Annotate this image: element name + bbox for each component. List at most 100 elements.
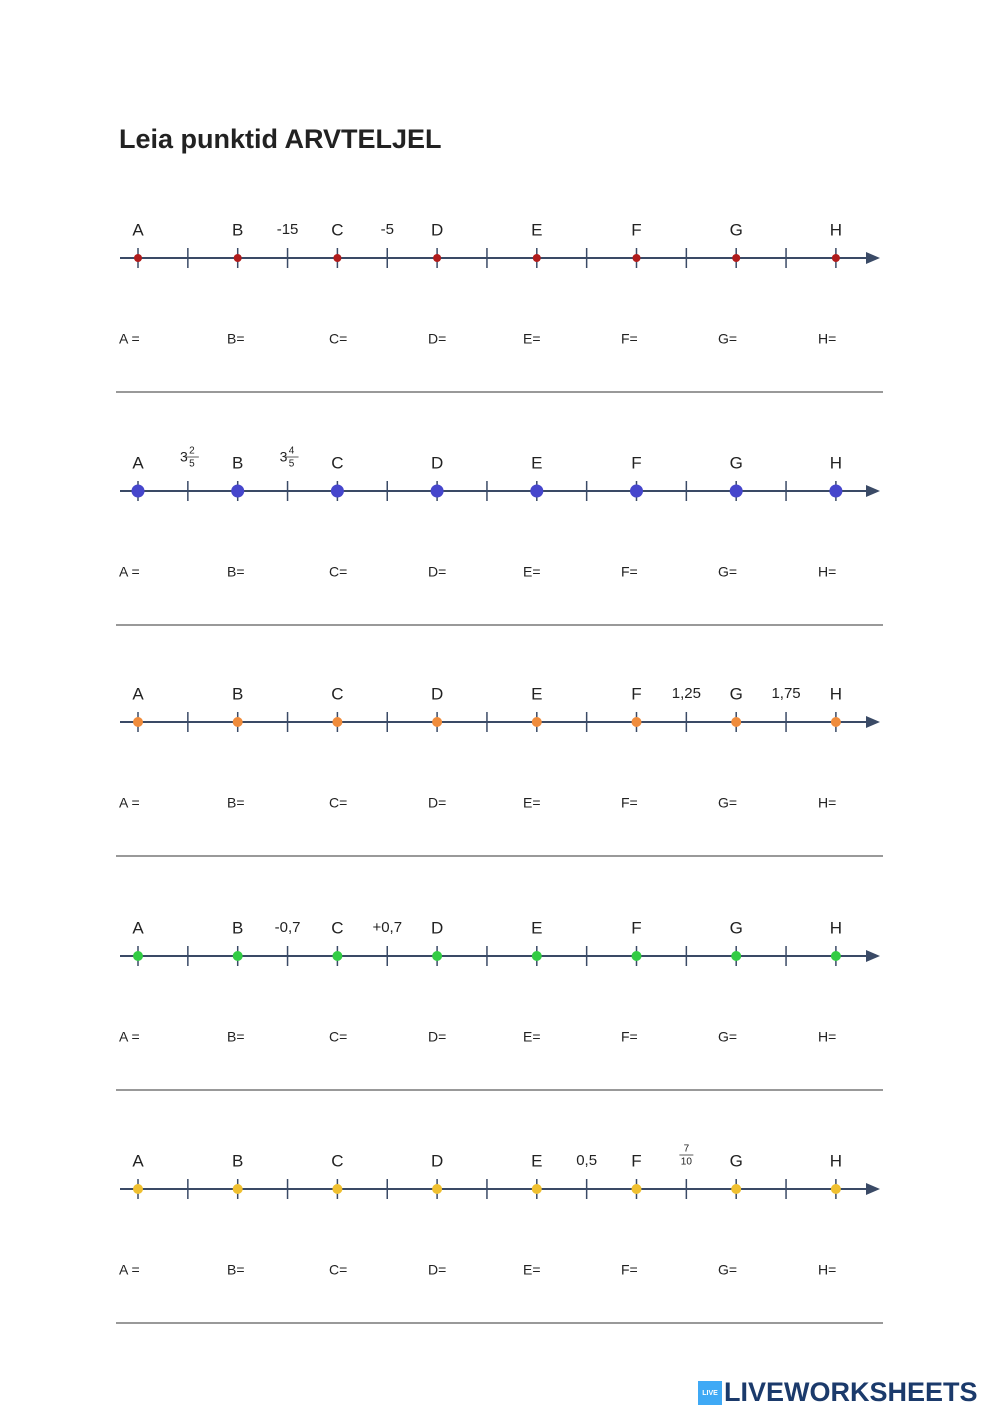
answer-label: E= bbox=[523, 331, 541, 347]
answer-label: B= bbox=[227, 564, 245, 580]
point-label: D bbox=[431, 453, 443, 472]
point-label: B bbox=[232, 220, 243, 239]
answer-label: A = bbox=[119, 1029, 140, 1045]
point bbox=[332, 951, 343, 961]
answer-label: H= bbox=[818, 1262, 836, 1278]
hint-den: 5 bbox=[189, 459, 195, 470]
point-label: G bbox=[730, 684, 743, 703]
point bbox=[631, 1184, 642, 1194]
point-label: A bbox=[132, 918, 144, 937]
answer-label: D= bbox=[428, 795, 446, 811]
logo-badge-text: LIVE bbox=[702, 1390, 718, 1397]
answer-label: E= bbox=[523, 1262, 541, 1278]
answer-label: B= bbox=[227, 1029, 245, 1045]
point bbox=[531, 717, 542, 727]
hint-den: 10 bbox=[681, 1157, 693, 1168]
point bbox=[133, 717, 143, 727]
point-label: B bbox=[232, 1151, 243, 1170]
answer-label: D= bbox=[428, 1029, 446, 1045]
point-label: H bbox=[830, 220, 842, 239]
point-label: C bbox=[331, 918, 343, 937]
answer-label: E= bbox=[523, 1029, 541, 1045]
axis-arrow bbox=[866, 485, 880, 497]
answer-label: F= bbox=[621, 1262, 638, 1278]
axis-arrow bbox=[866, 252, 880, 264]
point-label: E bbox=[531, 1151, 542, 1170]
point-label: G bbox=[730, 918, 743, 937]
hint-label: -15 bbox=[277, 221, 299, 238]
point-label: H bbox=[830, 1151, 842, 1170]
point bbox=[731, 717, 742, 727]
title: Leia punktid ARVTELJEL bbox=[119, 124, 442, 154]
hint-label: 0,5 bbox=[576, 1152, 597, 1169]
hint-den: 5 bbox=[289, 459, 295, 470]
point bbox=[731, 951, 742, 961]
point bbox=[232, 1184, 243, 1194]
answer-label: C= bbox=[329, 331, 347, 347]
answer-label: A = bbox=[119, 564, 140, 580]
answer-label: A = bbox=[119, 331, 140, 347]
answer-label: C= bbox=[329, 564, 347, 580]
point bbox=[530, 484, 544, 498]
point bbox=[632, 254, 641, 262]
point-label: E bbox=[531, 453, 542, 472]
hint-num: 7 bbox=[684, 1144, 690, 1155]
answer-label: C= bbox=[329, 795, 347, 811]
hint-num: 2 bbox=[189, 446, 195, 457]
point-label: B bbox=[232, 453, 243, 472]
hint-label: 1,25 bbox=[672, 685, 701, 702]
hint-whole: 3 bbox=[180, 449, 188, 465]
point-label: H bbox=[830, 918, 842, 937]
point-label: C bbox=[331, 453, 343, 472]
point bbox=[731, 1184, 742, 1194]
point bbox=[333, 254, 342, 262]
point bbox=[831, 254, 840, 262]
point-label: C bbox=[331, 1151, 343, 1170]
hint-label: +0,7 bbox=[372, 919, 402, 936]
answer-label: B= bbox=[227, 331, 245, 347]
hint-label: -0,7 bbox=[275, 919, 301, 936]
point bbox=[430, 484, 444, 498]
point-label: B bbox=[232, 684, 243, 703]
answer-label: F= bbox=[621, 331, 638, 347]
logo-badge bbox=[698, 1381, 722, 1405]
point-label: H bbox=[830, 684, 842, 703]
point bbox=[332, 1184, 343, 1194]
point-label: C bbox=[331, 684, 343, 703]
point bbox=[630, 484, 643, 498]
point-label: F bbox=[631, 1151, 641, 1170]
point-label: C bbox=[331, 220, 343, 239]
answer-label: G= bbox=[718, 795, 737, 811]
point bbox=[432, 717, 443, 727]
point-label: E bbox=[531, 220, 542, 239]
answer-label: H= bbox=[818, 564, 836, 580]
hint-label: -5 bbox=[381, 221, 394, 238]
answer-label: C= bbox=[329, 1029, 347, 1045]
answer-label: F= bbox=[621, 1029, 638, 1045]
point-label: A bbox=[132, 1151, 144, 1170]
point-label: A bbox=[132, 684, 144, 703]
point bbox=[131, 484, 145, 498]
point bbox=[830, 717, 841, 727]
answer-label: H= bbox=[818, 331, 836, 347]
answer-label: D= bbox=[428, 331, 446, 347]
answer-label: H= bbox=[818, 1029, 836, 1045]
point-label: G bbox=[730, 453, 743, 472]
point-label: D bbox=[431, 918, 443, 937]
answer-label: F= bbox=[621, 564, 638, 580]
point-label: F bbox=[631, 684, 641, 703]
point bbox=[330, 484, 344, 498]
point bbox=[133, 951, 143, 961]
point bbox=[232, 951, 243, 961]
point bbox=[631, 951, 642, 961]
point-label: F bbox=[631, 220, 641, 239]
axis-arrow bbox=[866, 950, 880, 962]
point bbox=[134, 254, 142, 262]
answer-label: E= bbox=[523, 795, 541, 811]
answer-label: D= bbox=[428, 564, 446, 580]
answer-label: A = bbox=[119, 1262, 140, 1278]
point bbox=[531, 1184, 542, 1194]
answer-label: A = bbox=[119, 795, 140, 811]
point-label: D bbox=[431, 684, 443, 703]
